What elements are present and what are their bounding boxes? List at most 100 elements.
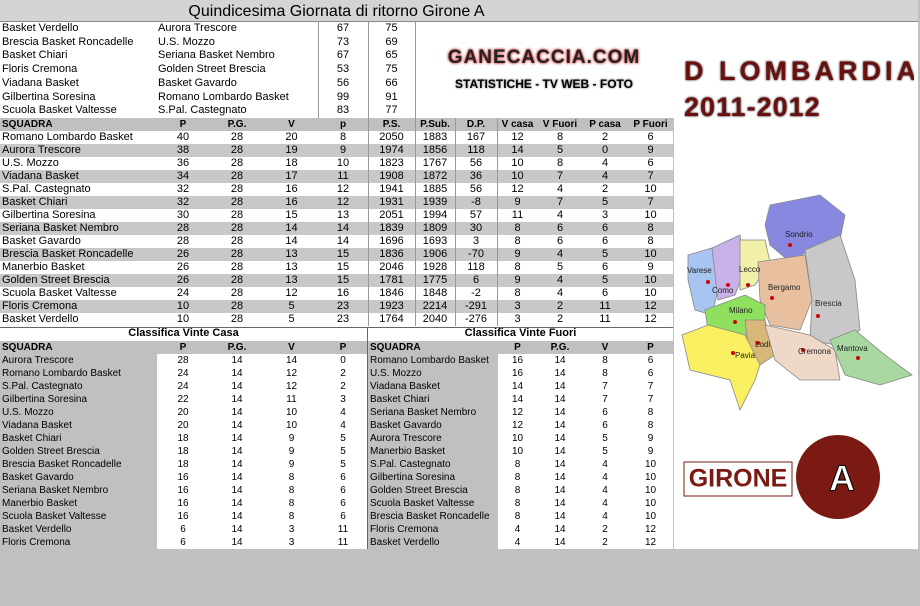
standings-cell: 12: [285, 287, 298, 299]
home-cell: 16: [177, 511, 189, 522]
home-cell: 6: [340, 472, 346, 483]
home-cell: 5: [340, 433, 346, 444]
standings-cell: 28: [230, 183, 244, 195]
standings-cell: 28: [230, 248, 244, 260]
standings-cell: 2046: [379, 261, 404, 273]
standings-cell: 2050: [379, 131, 404, 143]
standings-cell: 12: [511, 183, 524, 195]
standings-cell: 20: [285, 131, 298, 143]
standings-cell: 10: [511, 170, 524, 182]
home-cell: 14: [231, 355, 243, 366]
standings-cell: 6: [647, 157, 654, 169]
standings-cell: Basket Gavardo: [2, 235, 81, 247]
home-cell: 20: [177, 407, 189, 418]
standings-cell: 28: [230, 196, 244, 208]
rule: [367, 327, 368, 549]
away-cell: S.Pal. Castegnato: [370, 459, 451, 470]
standings-cell: 1931: [379, 196, 404, 208]
standings-cell: 28: [230, 144, 244, 156]
standings-cell: 23: [336, 313, 350, 325]
away-cell: 10: [644, 498, 657, 509]
result-cell: 67: [336, 22, 350, 34]
header-cell: p: [339, 119, 347, 130]
result-cell: Seriana Basket Nembro: [158, 49, 275, 62]
standings-cell: 6: [601, 222, 609, 234]
away-cell: 6: [647, 368, 654, 379]
standings-cell: 15: [285, 209, 298, 221]
home-cell: 18: [177, 459, 189, 470]
standings-cell: 8: [514, 261, 521, 273]
standings-cell: 23: [336, 300, 350, 312]
standings-cell: 9: [514, 274, 521, 286]
standings-cell: 28: [230, 131, 244, 143]
away-cell: 8: [514, 485, 521, 496]
standings-cell: Basket Verdello: [2, 313, 79, 325]
standings-cell: 28: [230, 235, 244, 247]
map-label: Lecco: [739, 265, 761, 274]
standings-cell: 10: [336, 157, 350, 169]
home-cell: 9: [288, 446, 295, 457]
home-cell: 14: [231, 459, 243, 470]
standings-cell: 10: [644, 248, 657, 260]
home-cell: Basket Verdello: [2, 524, 72, 535]
away-cell: 6: [602, 420, 608, 431]
standings-cell: 6: [647, 131, 654, 143]
result-cell: Romano Lombardo Basket: [158, 90, 289, 103]
standings-cell: 4: [601, 170, 609, 182]
away-cell: Brescia Basket Roncadelle: [370, 511, 490, 522]
away-cell: 14: [554, 420, 566, 431]
standings-cell: 1974: [379, 144, 404, 156]
result-cell: Basket Chiari: [2, 49, 68, 62]
row-stripe: [0, 222, 673, 235]
logo-box: [415, 22, 674, 118]
map-label: Sondrio: [785, 230, 813, 239]
row-stripe: [0, 170, 673, 183]
standings-cell: 8: [514, 235, 521, 247]
away-cell: 2: [602, 524, 608, 535]
header-cell: V Fuori: [542, 119, 578, 130]
map: Sondrio Varese Como Lecco Bergamo Brescia Mila…: [681, 194, 913, 519]
away-cell: 7: [602, 394, 608, 405]
map-labels: Sondrio Varese Como Lecco Bergamo Brescia Mila…: [687, 230, 868, 360]
standings-cell: 28: [176, 222, 190, 234]
header-row: [368, 341, 673, 354]
home-cell: 6: [340, 511, 346, 522]
province: [757, 254, 813, 331]
standings-cell: 1848: [422, 287, 448, 299]
result-cell: 99: [336, 90, 350, 103]
rule: [497, 118, 498, 326]
standings-cell: 13: [336, 209, 350, 221]
away-cell: 14: [554, 355, 566, 366]
home-cell: 28: [177, 355, 189, 366]
away-cell: Scuola Basket Valtesse: [370, 498, 475, 509]
standings-cell: 6: [556, 235, 564, 247]
map-label: Milano: [729, 306, 753, 315]
away-cell: 2: [602, 537, 608, 548]
header-row: [0, 118, 673, 131]
standings-cell: 7: [647, 196, 654, 208]
row-stripe: [0, 300, 673, 313]
away-cell: 14: [554, 394, 566, 405]
standings-cell: 14: [336, 235, 350, 247]
home-cell: 14: [231, 368, 243, 379]
away-cell: Basket Verdello: [370, 537, 440, 548]
home-cell: 8: [288, 511, 295, 522]
standings-cell: Gilbertina Soresina: [2, 209, 96, 221]
away-cell: 4: [602, 485, 608, 496]
city-dot: [756, 341, 760, 345]
city-dots: [706, 243, 860, 360]
standings-cell: 2214: [422, 300, 448, 312]
province: [829, 329, 913, 386]
home-cell: S.Pal. Castegnato: [2, 381, 83, 392]
away-cell: 8: [514, 472, 521, 483]
header-cell: P.Sub.: [420, 119, 450, 130]
away-cell: 4: [602, 459, 608, 470]
away-cell: 10: [644, 459, 657, 470]
home-cell: U.S. Mozzo: [2, 407, 54, 418]
standings-cell: 56: [469, 157, 483, 169]
province: [681, 324, 761, 412]
away-cell: 14: [554, 498, 566, 509]
standings-cell: 1781: [379, 274, 404, 286]
result-cell: Golden Street Brescia: [158, 63, 266, 76]
